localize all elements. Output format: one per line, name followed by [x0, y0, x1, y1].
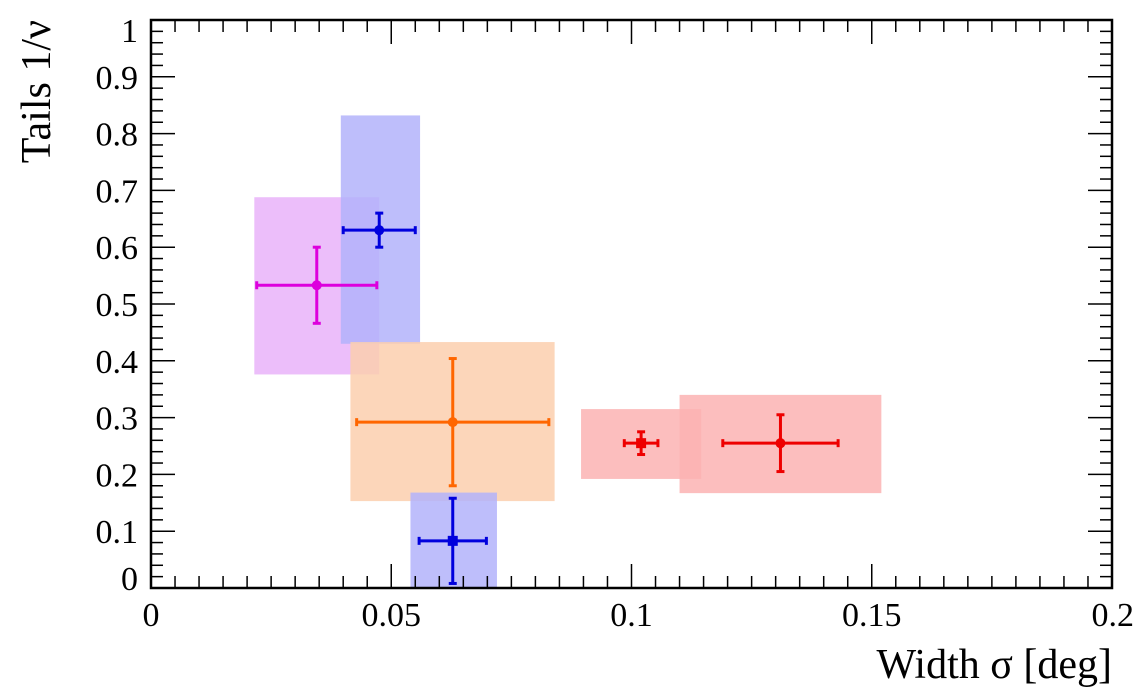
y-tick-label: 0.3 — [96, 401, 139, 438]
x-axis-title: Width σ [deg] — [876, 642, 1112, 688]
y-tick-label: 0 — [121, 561, 138, 598]
y-tick-label: 0.4 — [96, 344, 139, 381]
y-tick-label: 0.5 — [96, 287, 139, 324]
y-tick-label: 0.9 — [96, 60, 139, 97]
y-tick-label: 0.2 — [96, 457, 139, 494]
systematic-boxes — [254, 115, 882, 588]
y-tick-label: 0.8 — [96, 117, 139, 154]
x-tick-label: 0 — [143, 597, 160, 634]
y-tick-label: 0.1 — [96, 514, 139, 551]
y-tick-label: 1 — [121, 13, 138, 50]
error-bars — [255, 211, 840, 585]
x-tick-label: 0.2 — [1092, 597, 1135, 634]
y-tick-label: 0.7 — [96, 173, 139, 210]
data-point — [311, 280, 322, 291]
data-point — [374, 225, 385, 236]
data-point — [447, 535, 458, 546]
x-tick-label: 0.15 — [842, 597, 902, 634]
plot-frame — [149, 18, 1114, 590]
axis-ticks — [150, 19, 1113, 589]
x-tick-label: 0.05 — [362, 597, 422, 634]
x-tick-label: 0.1 — [610, 597, 653, 634]
data-point — [636, 438, 647, 449]
x-tick-labels: 0 0.05 0.1 0.15 0.2 — [143, 597, 1135, 634]
y-tick-label: 0.6 — [96, 230, 139, 267]
y-tick-labels: 0 0.1 0.2 0.3 0.4 0.5 0.6 0.7 0.8 0.9 1 — [96, 13, 139, 598]
data-point — [447, 417, 458, 428]
data-point — [775, 438, 786, 449]
y-axis-title: Tails 1/ν — [14, 20, 60, 163]
